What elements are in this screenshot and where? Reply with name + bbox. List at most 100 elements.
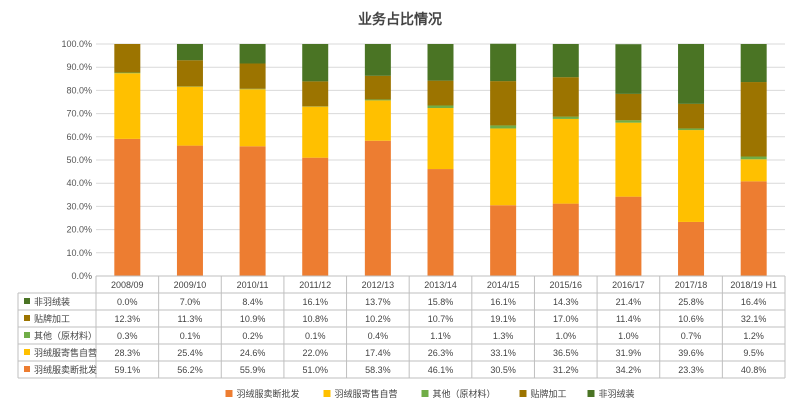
data-label: 22.0% bbox=[302, 348, 328, 358]
x-tick-label: 2011/12 bbox=[299, 280, 331, 290]
bar-segment bbox=[176, 86, 203, 146]
bar-segment bbox=[615, 44, 642, 94]
data-label: 32.1% bbox=[741, 314, 767, 324]
bar-segment bbox=[302, 81, 329, 107]
x-tick-label: 2015/16 bbox=[549, 280, 582, 290]
data-label: 51.0% bbox=[302, 365, 328, 375]
bar-segment bbox=[552, 118, 579, 204]
data-label: 1.0% bbox=[618, 331, 639, 341]
data-label: 33.1% bbox=[490, 348, 516, 358]
y-tick-label: 100.0% bbox=[61, 39, 92, 49]
data-label: 1.1% bbox=[430, 331, 451, 341]
data-label: 56.2% bbox=[177, 365, 203, 375]
bar-segment bbox=[552, 116, 579, 119]
bar-segment bbox=[114, 138, 141, 276]
bar-segment bbox=[490, 128, 517, 206]
legend-swatch bbox=[519, 390, 527, 397]
data-label: 14.3% bbox=[553, 297, 579, 307]
data-label: 59.1% bbox=[115, 365, 141, 375]
data-label: 25.8% bbox=[678, 297, 704, 307]
y-tick-label: 60.0% bbox=[66, 132, 92, 142]
data-label: 40.8% bbox=[741, 365, 767, 375]
bar-segment bbox=[678, 103, 705, 129]
data-label: 0.4% bbox=[368, 331, 389, 341]
data-label: 0.1% bbox=[180, 331, 201, 341]
row-legend-key bbox=[24, 349, 30, 355]
row-legend-key bbox=[24, 315, 30, 321]
y-tick-label: 0.0% bbox=[71, 271, 92, 281]
bar-segment bbox=[740, 44, 767, 83]
bar-segment bbox=[239, 89, 266, 147]
bar-segment bbox=[427, 44, 454, 81]
y-tick-label: 10.0% bbox=[66, 248, 92, 258]
data-label: 10.6% bbox=[678, 314, 704, 324]
x-tick-label: 2008/09 bbox=[111, 280, 144, 290]
bar-segment bbox=[490, 205, 517, 276]
y-tick-label: 90.0% bbox=[66, 62, 92, 72]
data-label: 10.2% bbox=[365, 314, 391, 324]
data-label: 9.5% bbox=[743, 348, 764, 358]
data-label: 19.1% bbox=[490, 314, 516, 324]
data-label: 31.2% bbox=[553, 365, 579, 375]
data-label: 17.4% bbox=[365, 348, 391, 358]
table-row-label: 其他（原材料） bbox=[34, 330, 97, 341]
bar-segment bbox=[427, 105, 454, 109]
data-label: 7.0% bbox=[180, 297, 201, 307]
bar-segment bbox=[678, 128, 705, 131]
data-label: 23.3% bbox=[678, 365, 704, 375]
y-tick-label: 40.0% bbox=[66, 178, 92, 188]
bar-segment bbox=[176, 60, 203, 87]
bar-segment bbox=[740, 82, 767, 157]
bar-segment bbox=[302, 44, 329, 82]
data-label: 36.5% bbox=[553, 348, 579, 358]
data-label: 10.7% bbox=[428, 314, 454, 324]
data-label: 0.1% bbox=[305, 331, 326, 341]
y-tick-label: 50.0% bbox=[66, 155, 92, 165]
bar-segment bbox=[490, 81, 517, 126]
data-label: 28.3% bbox=[115, 348, 141, 358]
data-label: 15.8% bbox=[428, 297, 454, 307]
x-tick-label: 2016/17 bbox=[612, 280, 645, 290]
data-label: 13.7% bbox=[365, 297, 391, 307]
data-label: 12.3% bbox=[115, 314, 141, 324]
legend-item: 贴牌加工 bbox=[531, 388, 567, 399]
bar-segment bbox=[114, 44, 141, 73]
bar-segment bbox=[114, 72, 141, 74]
bar-segment bbox=[364, 140, 391, 276]
legend-swatch bbox=[225, 390, 233, 397]
table-row-label: 羽绒服卖断批发 bbox=[34, 364, 97, 375]
data-label: 25.4% bbox=[177, 348, 203, 358]
data-label: 39.6% bbox=[678, 348, 704, 358]
data-label: 8.4% bbox=[242, 297, 263, 307]
data-label: 1.3% bbox=[493, 331, 514, 341]
bar-segment bbox=[490, 125, 517, 129]
bar-segment bbox=[678, 130, 705, 222]
bar-segment bbox=[302, 106, 329, 158]
legend-swatch bbox=[323, 390, 331, 397]
bar-segment bbox=[615, 196, 642, 276]
legend-item: 其他（原材料） bbox=[433, 388, 496, 399]
data-label: 34.2% bbox=[616, 365, 642, 375]
x-tick-label: 2012/13 bbox=[362, 280, 395, 290]
x-tick-label: 2010/11 bbox=[237, 280, 269, 290]
chart-title: 业务占比情况 bbox=[358, 11, 442, 27]
data-label: 31.9% bbox=[616, 348, 642, 358]
data-label: 26.3% bbox=[428, 348, 454, 358]
data-label: 0.0% bbox=[117, 297, 138, 307]
data-label: 16.4% bbox=[741, 297, 767, 307]
legend-item: 羽绒服寄售自营 bbox=[335, 388, 398, 399]
bar-segment bbox=[239, 146, 266, 276]
data-label: 1.0% bbox=[556, 331, 577, 341]
table-row-label: 羽绒服寄售自营 bbox=[34, 347, 97, 358]
bar-segment bbox=[740, 159, 767, 182]
bar-segment bbox=[239, 63, 266, 89]
data-label: 11.3% bbox=[178, 314, 203, 324]
data-label: 46.1% bbox=[428, 365, 454, 375]
x-tick-label: 2013/14 bbox=[424, 280, 457, 290]
data-label: 0.3% bbox=[117, 331, 138, 341]
bar-segment bbox=[615, 120, 642, 123]
bar-segment bbox=[615, 122, 642, 197]
bar-segment bbox=[615, 93, 642, 121]
